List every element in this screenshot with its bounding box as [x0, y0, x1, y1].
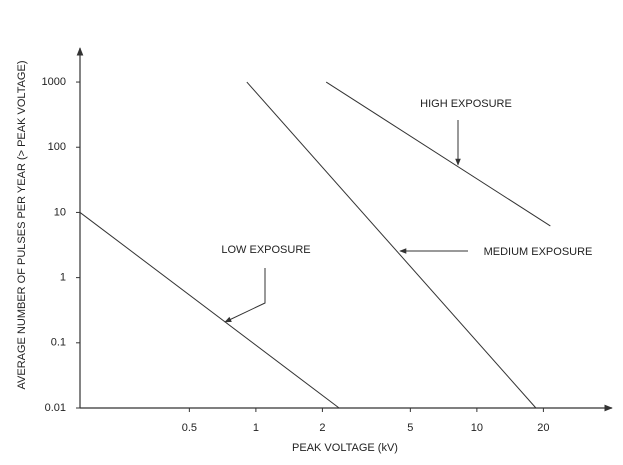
x-tick-label: 20	[537, 422, 549, 434]
y-tick-label: 10	[54, 206, 66, 218]
y-tick-label: 1000	[42, 76, 66, 88]
annotation: LOW EXPOSURE	[221, 244, 310, 256]
y-tick-label: 100	[48, 141, 66, 153]
y-tick-label: 0.01	[45, 402, 66, 414]
data-line	[246, 81, 537, 409]
x-axis-label: PEAK VOLTAGE (kV)	[292, 442, 398, 454]
y-axis-label: AVERAGE NUMBER OF PULSES PER YEAR (> PEA…	[16, 61, 28, 390]
y-tick-label: 0.1	[51, 337, 66, 349]
annotation: HIGH EXPOSURE	[420, 98, 512, 110]
x-tick-label: 0.5	[182, 422, 197, 434]
x-tick-label: 1	[253, 422, 259, 434]
y-tick-label: 1	[60, 272, 66, 284]
x-tick-label: 2	[319, 422, 325, 434]
x-tick-label: 10	[471, 422, 483, 434]
annotation: MEDIUM EXPOSURE	[484, 246, 593, 258]
data-line	[325, 81, 551, 227]
x-tick-label: 5	[407, 422, 413, 434]
annotation-arrow	[224, 268, 266, 323]
data-line	[79, 212, 340, 409]
